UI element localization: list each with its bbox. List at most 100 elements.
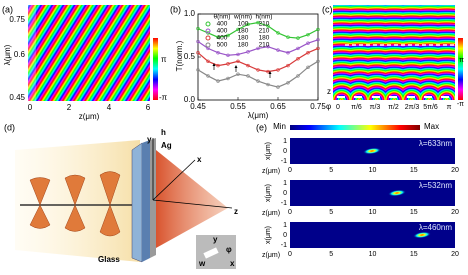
x-tick-label: 0.65 <box>270 102 286 111</box>
point <box>196 26 200 31</box>
point <box>206 74 210 78</box>
point <box>286 81 290 85</box>
x-tick-label: 5 <box>329 167 333 174</box>
point <box>246 74 250 78</box>
x-tick-label: 5π/6 <box>423 104 438 111</box>
legend-value: 210 <box>259 42 270 49</box>
point <box>266 24 270 28</box>
focus-cone <box>156 150 228 248</box>
legend-value: 180 <box>259 35 270 42</box>
x-tick-label: 10 <box>369 167 377 174</box>
y-tick-label: 1 <box>283 180 287 187</box>
point <box>226 33 230 38</box>
beam <box>15 140 140 262</box>
x-tick-label: 0.45 <box>190 102 206 111</box>
x-tick-label: 2π/3 <box>405 104 420 111</box>
y-tick-label: 0 <box>283 190 287 197</box>
point <box>306 32 310 37</box>
x-tick-label: 15 <box>410 167 418 174</box>
y-axis-label: x(μm) <box>265 142 272 160</box>
x-tick-label: 4 <box>107 103 112 112</box>
x-tick-label: 20 <box>451 251 459 258</box>
x-tick-label: 15 <box>410 209 418 216</box>
colorbar <box>153 38 158 100</box>
diagram-label: y <box>147 135 152 144</box>
focal-spot <box>413 231 431 239</box>
point <box>316 27 320 32</box>
colorbar-label: Min <box>273 122 286 131</box>
y-tick-label: 0.75 <box>9 15 25 24</box>
legend-marker <box>205 42 211 48</box>
point <box>246 50 250 54</box>
point <box>306 50 310 55</box>
y-tick-label: 0 <box>283 232 287 239</box>
y-tick-label: 0 <box>283 148 287 155</box>
axis-prefix: φ <box>326 102 331 111</box>
point <box>226 53 230 57</box>
legend-marker <box>205 21 211 27</box>
point <box>256 46 260 51</box>
x-tick-label: 5 <box>329 209 333 216</box>
phase-map <box>333 5 455 100</box>
x-axis-label: z(μm) <box>262 210 280 217</box>
diagram-label: z <box>234 207 238 216</box>
point <box>266 44 270 49</box>
point <box>256 79 260 83</box>
point <box>276 85 280 89</box>
edge-shade <box>28 5 36 101</box>
x-tick-label: 20 <box>451 209 459 216</box>
x-tick-label: 0 <box>336 104 340 111</box>
diagram-label: Ag <box>161 141 172 150</box>
wavelength-label: λ=460nm <box>419 223 452 232</box>
phase-map <box>28 5 150 101</box>
x-tick-label: 0.55 <box>230 102 246 111</box>
point <box>206 59 210 63</box>
legend-value: 400 <box>217 28 228 35</box>
x-axis-label: λ(μm) <box>248 111 269 120</box>
point <box>226 76 230 81</box>
point <box>286 35 290 39</box>
legend-value: 500 <box>217 42 228 49</box>
x-tick-label: π/6 <box>351 104 362 111</box>
diagram-label: x <box>230 259 235 268</box>
point <box>276 48 280 52</box>
x-tick-label: 0 <box>288 209 292 216</box>
point <box>276 31 280 35</box>
y-axis-label: x(μm) <box>265 184 272 202</box>
line-series <box>197 39 319 56</box>
colorbar-label: π <box>459 57 464 64</box>
point <box>316 38 320 42</box>
point <box>236 52 240 57</box>
panel-label: (c) <box>322 4 333 14</box>
x-tick-label: 2 <box>67 103 72 112</box>
y-tick-label: 0.0 <box>184 95 196 104</box>
point <box>196 68 200 72</box>
x-tick-label: 0 <box>288 251 292 258</box>
y-tick-label: 0.45 <box>9 93 25 102</box>
point <box>216 79 220 83</box>
point <box>236 72 240 76</box>
legend-value: 210 <box>259 21 270 28</box>
x-tick-label: 10 <box>369 251 377 258</box>
arrow-head <box>234 65 238 68</box>
legend-value: 100 <box>238 21 249 28</box>
y-tick-label: -1 <box>281 158 287 165</box>
spiral-leaves <box>29 171 121 237</box>
y-axis-label: λ(μm) <box>3 44 12 65</box>
diagram-label: w <box>198 259 206 268</box>
x-tick-label: 10 <box>369 209 377 216</box>
legend-value: 180 <box>238 28 249 35</box>
point <box>236 27 240 32</box>
legend-header: θ(nm) <box>214 14 231 21</box>
legend-value: 180 <box>238 35 249 42</box>
point <box>316 46 320 51</box>
point <box>246 63 250 68</box>
y-axis-label: x(μm) <box>265 226 272 244</box>
diagram-label: φ <box>226 245 232 254</box>
wavelength-label: λ=633nm <box>419 139 452 148</box>
x-tick-label: 20 <box>451 167 459 174</box>
axes <box>152 138 233 209</box>
point <box>256 68 260 72</box>
y-tick-label: 1 <box>283 222 287 229</box>
